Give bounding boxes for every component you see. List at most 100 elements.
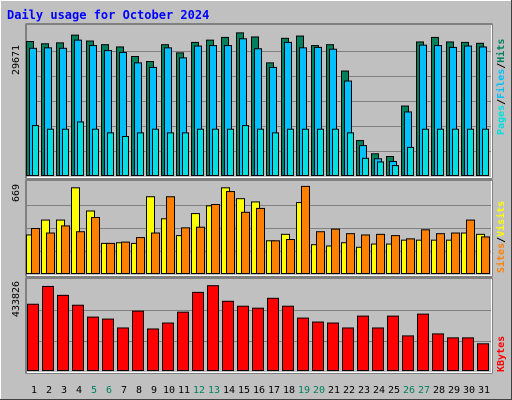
- bar-sites: [451, 232, 460, 275]
- bar-kbytes: [297, 317, 309, 371]
- bar-kbytes: [252, 307, 264, 371]
- bar-sites: [436, 233, 445, 275]
- legend-kbytes-panel: KBytes: [496, 336, 507, 372]
- bar-pages: [167, 132, 174, 176]
- bar-pages: [92, 128, 99, 177]
- day-label: 16: [253, 385, 265, 396]
- day-label: 11: [178, 385, 190, 396]
- bar-pages: [77, 121, 84, 176]
- bar-pages: [257, 128, 264, 177]
- legend-files: Files: [495, 69, 507, 99]
- bar-pages: [227, 128, 234, 177]
- kbytes-max-label: 433826: [11, 281, 22, 317]
- bar-sites: [121, 241, 130, 275]
- bar-kbytes: [432, 333, 444, 372]
- bar-pages: [242, 125, 249, 177]
- bar-kbytes: [42, 285, 54, 371]
- day-label: 7: [121, 385, 127, 396]
- day-label: 26: [403, 385, 415, 396]
- day-label: 30: [463, 385, 475, 396]
- bar-pages: [437, 128, 444, 177]
- bar-kbytes: [477, 343, 489, 372]
- bar-kbytes: [312, 321, 324, 372]
- bar-kbytes: [222, 300, 234, 371]
- day-label: 2: [46, 385, 52, 396]
- legend-visits: Visits: [495, 201, 507, 237]
- legend-sep-1: /: [496, 99, 507, 105]
- bar-sites: [76, 231, 85, 275]
- day-label: 8: [136, 385, 142, 396]
- bar-kbytes: [282, 305, 294, 371]
- bar-sites: [91, 216, 100, 274]
- day-label: 3: [61, 385, 67, 396]
- bar-sites: [481, 236, 490, 274]
- legend-pages: Pages: [496, 105, 507, 135]
- bar-sites: [31, 228, 40, 274]
- bar-sites: [226, 191, 235, 274]
- bar-pages: [62, 128, 69, 177]
- bar-kbytes: [192, 291, 204, 371]
- legend-sites: Sites: [495, 243, 507, 273]
- bar-pages: [287, 128, 294, 177]
- bar-sites: [256, 207, 265, 275]
- bar-kbytes: [57, 294, 69, 371]
- bar-pages: [47, 128, 54, 177]
- bar-sites: [376, 233, 385, 274]
- bar-pages: [212, 128, 219, 177]
- visits-bars: [26, 185, 490, 275]
- day-label: 27: [418, 385, 430, 396]
- day-label: 15: [238, 385, 250, 396]
- bar-sites: [406, 238, 415, 274]
- day-label: 10: [163, 385, 175, 396]
- panel-visits: [25, 179, 493, 277]
- bar-kbytes: [207, 285, 219, 371]
- bar-pages: [362, 157, 369, 176]
- bar-kbytes: [102, 318, 114, 371]
- bar-pages: [197, 128, 204, 177]
- day-label: 19: [298, 385, 310, 396]
- panel-kbytes: [25, 277, 493, 374]
- day-label: 24: [373, 385, 385, 396]
- bar-kbytes: [372, 327, 384, 372]
- bar-pages: [152, 128, 159, 177]
- bar-sites: [391, 235, 400, 274]
- bar-pages: [317, 128, 324, 177]
- bar-pages: [422, 128, 429, 177]
- bar-sites: [181, 227, 190, 274]
- bar-kbytes: [147, 328, 159, 371]
- day-label: 23: [358, 385, 370, 396]
- day-label: 18: [283, 385, 295, 396]
- bar-pages: [407, 146, 414, 176]
- bar-kbytes: [237, 305, 249, 371]
- bar-sites: [316, 231, 325, 275]
- bar-pages: [107, 132, 114, 176]
- bar-pages: [467, 128, 474, 177]
- legend-sep-2: /: [496, 63, 507, 69]
- bar-kbytes: [447, 337, 459, 372]
- bar-sites: [46, 232, 55, 275]
- bar-visits: [71, 187, 80, 275]
- bar-kbytes: [72, 304, 84, 372]
- bar-sites: [346, 233, 355, 275]
- day-label: 14: [223, 385, 235, 396]
- bar-sites: [61, 225, 70, 274]
- bar-sites: [271, 240, 280, 274]
- bar-kbytes: [417, 313, 429, 371]
- day-label: 4: [76, 385, 82, 396]
- bar-pages: [482, 128, 489, 177]
- day-label: 12: [193, 385, 205, 396]
- panel-hits: [25, 23, 493, 179]
- bar-kbytes: [267, 297, 279, 372]
- bar-pages: [182, 132, 189, 176]
- bar-sites: [241, 211, 250, 274]
- day-label: 28: [433, 385, 445, 396]
- day-label: 17: [268, 385, 280, 396]
- bar-pages: [377, 161, 384, 176]
- bar-kbytes: [327, 322, 339, 372]
- visits-max-label: 669: [11, 184, 22, 202]
- legend-visits-panel: Sites/Visits: [495, 201, 507, 273]
- bar-sites: [211, 204, 220, 274]
- bar-pages: [452, 128, 459, 177]
- bar-sites: [421, 229, 430, 274]
